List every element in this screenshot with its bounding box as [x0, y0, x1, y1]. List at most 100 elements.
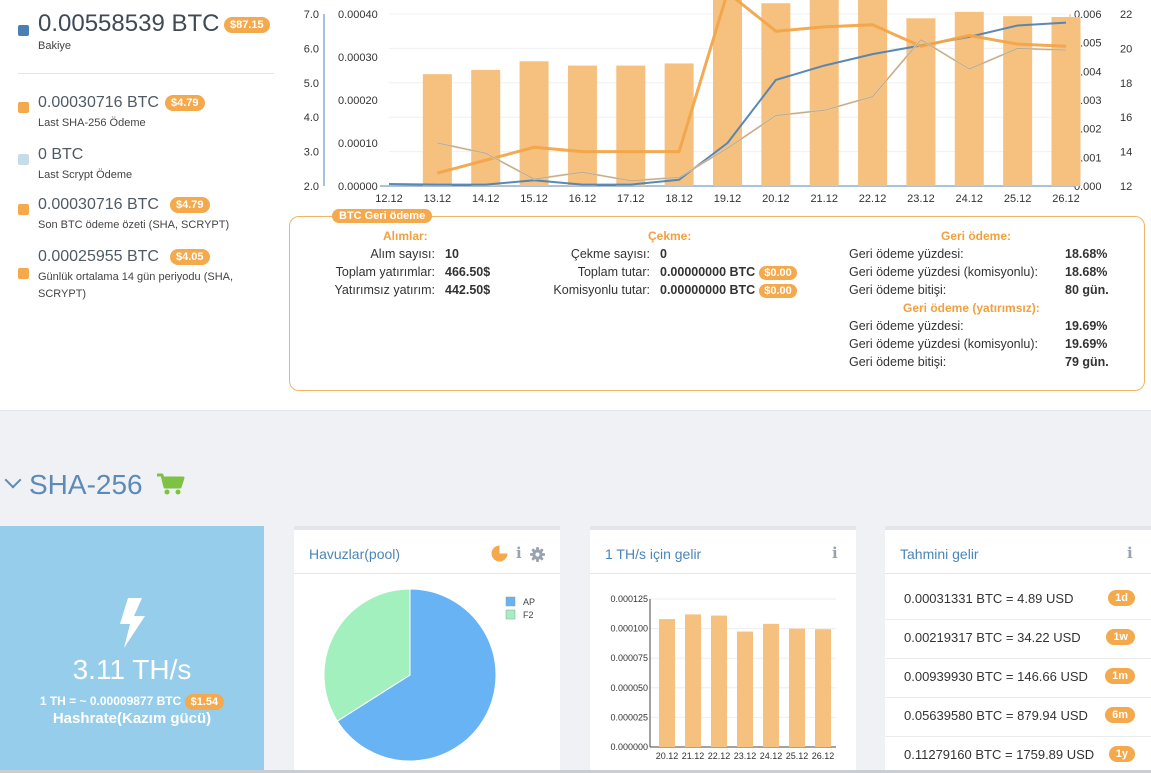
sha-section-title[interactable]: SHA-256	[4, 469, 186, 501]
x-tick-label: 18.12	[665, 193, 693, 205]
x-tick-label: 23.12	[907, 193, 935, 205]
pie-chart-icon[interactable]	[491, 545, 508, 562]
estimate-period-badge[interactable]: 1y	[1108, 746, 1135, 762]
estimate-row-text: 0.00219317 BTC = 34.22 USD	[904, 630, 1081, 645]
y-tick-right-outer: 14	[1120, 147, 1132, 159]
estimate-row-text: 0.05639580 BTC = 879.94 USD	[904, 708, 1088, 723]
pie-slice	[336, 588, 497, 762]
income-bar-chart: 0.000125 0.000100 0.000075 0.000050 0.000025…	[610, 594, 836, 761]
payback2-percent-commission-value: 19.69%	[1065, 337, 1108, 351]
y-tick-right-outer: 18	[1120, 78, 1132, 90]
gear-icon[interactable]	[530, 547, 545, 562]
x-tick-label: 14.12	[472, 193, 500, 205]
legend-dot	[18, 102, 29, 113]
chevron-down-icon[interactable]	[4, 471, 22, 489]
balance-amount: 0.00558539 BTC	[38, 10, 220, 37]
balance-item-amount: 0.00030716 BTC	[38, 94, 159, 111]
estimate-period-badge[interactable]: 1w	[1106, 629, 1135, 645]
estimate-row: 0.00939930 BTC = 146.66 USD 1m	[885, 659, 1151, 698]
balance-label: Bakiye	[38, 40, 72, 52]
hashrate-panel: 3.11 TH/s 1 TH = ~ 0.00009877 BTC $1.54 …	[0, 526, 264, 773]
legend-swatch	[505, 596, 516, 607]
total-investment-row: Toplam yatırımlar:	[290, 265, 435, 283]
x-tick-label: 22.12	[708, 751, 731, 761]
x-tick-label: 20.12	[656, 751, 679, 761]
estimated-income-card: Tahmini gelir i 0.00031331 BTC = 4.89 US…	[885, 526, 1151, 773]
y-tick-right-inner: 0.005	[1074, 38, 1102, 50]
y-tick-right-inner: 0.003	[1074, 95, 1102, 107]
estimate-period-badge[interactable]: 6m	[1105, 707, 1135, 723]
sha-title-text: SHA-256	[29, 469, 143, 500]
payback2-percent-value: 19.69%	[1065, 319, 1108, 333]
line-series-4	[437, 39, 1067, 182]
bar	[519, 61, 549, 186]
y-tick-label: 0.000075	[610, 653, 648, 663]
legend-label: AP	[523, 597, 535, 607]
withdraw-commission-label: Komisyonlu tutar:	[553, 283, 650, 297]
estimate-period-badge[interactable]: 1m	[1105, 668, 1135, 684]
balance-usd-badge: $87.15	[224, 17, 270, 33]
income-card-title: 1 TH/s için gelir	[605, 546, 702, 562]
x-tick-label: 25.12	[1004, 193, 1032, 205]
balance-main: 0.00558539 BTC $87.15 Bakiye	[18, 8, 274, 74]
income-per-th-card: 1 TH/s için gelir i 0.000125 0.000100 0.00…	[590, 526, 856, 773]
bar	[789, 628, 805, 747]
payback-percent-commission-label: Geri ödeme yüzdesi (komisyonlu):	[849, 265, 1038, 279]
balance-item-label: Last SHA-256 Ödeme	[38, 117, 146, 129]
balance-item-usd-badge: $4.79	[170, 197, 210, 213]
pools-info-icon[interactable]: i	[516, 544, 522, 562]
purchase-count-value: 10	[445, 247, 459, 261]
withdraw-commission-row: Komisyonlu tutar:	[490, 283, 650, 301]
total-investment-value: 466.50$	[445, 265, 491, 279]
x-tick-label: 12.12	[375, 193, 403, 205]
x-tick-label: 13.12	[424, 193, 452, 205]
x-tick-label: 21.12	[682, 751, 705, 761]
y-tick-right-outer: 22	[1120, 9, 1132, 21]
y-tick-label: 0.000125	[610, 594, 648, 604]
income-info-icon[interactable]: i	[832, 544, 838, 562]
y-tick-right-inner: 0.006	[1074, 9, 1102, 21]
shopping-cart-icon[interactable]	[156, 472, 186, 496]
bar	[664, 63, 694, 187]
y-tick-left-inner: 0.00030	[338, 52, 378, 64]
uninvested-row: Yatırımsız yatırım:	[290, 283, 435, 301]
x-tick-label: 26.12	[812, 751, 835, 761]
balance-item-label: Son BTC ödeme özeti (SHA, SCRYPT)	[38, 219, 230, 231]
estimate-card-title: Tahmini gelir	[900, 546, 979, 562]
x-tick-label: 21.12	[810, 193, 838, 205]
lightning-icon	[120, 598, 145, 648]
balance-item-usd-badge: $4.79	[165, 95, 205, 111]
y-tick-left-inner: 0.00040	[338, 9, 378, 21]
x-tick-label: 16.12	[569, 193, 597, 205]
y-tick-right-inner: 0.004	[1074, 66, 1102, 78]
income-card-header: 1 TH/s için gelir i	[590, 530, 856, 574]
bar	[659, 619, 675, 747]
bar	[858, 0, 888, 187]
earnings-history-chart: 7.0 6.0 5.0 4.0 3.0 2.0 0.00040 0.00030 0.00020 0…	[294, 0, 1151, 210]
pie-slice	[323, 588, 411, 722]
withdraw-commission-btc: 0.00000000 BTC	[660, 283, 756, 297]
purchase-count-row: Alım sayısı:	[290, 247, 435, 265]
legend-label: F2	[523, 610, 534, 620]
bar	[567, 65, 597, 186]
bar	[1051, 17, 1081, 187]
estimate-card-header: Tahmini gelir i	[885, 530, 1151, 574]
bar	[616, 65, 646, 186]
purchases-header: Alımlar:	[383, 229, 428, 243]
payback2-end-label: Geri ödeme bitişi:	[849, 355, 947, 369]
hashrate-label: Hashrate(Kazım gücü)	[52, 710, 212, 727]
estimate-period-badge[interactable]: 1d	[1108, 590, 1135, 606]
estimate-row: 0.11279160 BTC = 1759.89 USD 1y	[885, 737, 1151, 773]
balance-item-label-text: Günlük ortalama 14 gün periyodu (SHA, SC…	[38, 271, 234, 300]
withdraw-commission-value: 0.00000000 BTC $0.00	[660, 283, 797, 298]
estimate-info-icon[interactable]: i	[1127, 544, 1133, 562]
bar	[471, 69, 501, 186]
estimate-row: 0.05639580 BTC = 879.94 USD 6m	[885, 698, 1151, 737]
y-tick-left-outer: 2.0	[304, 181, 319, 193]
bar	[954, 11, 984, 186]
hashrate-value: 3.11 TH/s	[72, 654, 192, 685]
withdraw-total-value: 0.00000000 BTC $0.00	[660, 265, 797, 280]
balance-item-amount: 0.00025955 BTC	[38, 248, 159, 265]
legend-dot	[18, 25, 29, 36]
estimate-row-text: 0.00031331 BTC = 4.89 USD	[904, 591, 1074, 606]
